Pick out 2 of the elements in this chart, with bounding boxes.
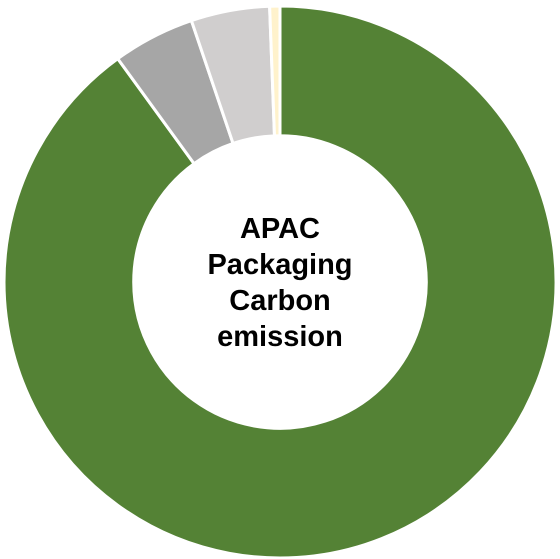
text: APAC Packaging Carbon emission [207,213,353,353]
donut-slice [2,4,558,559]
